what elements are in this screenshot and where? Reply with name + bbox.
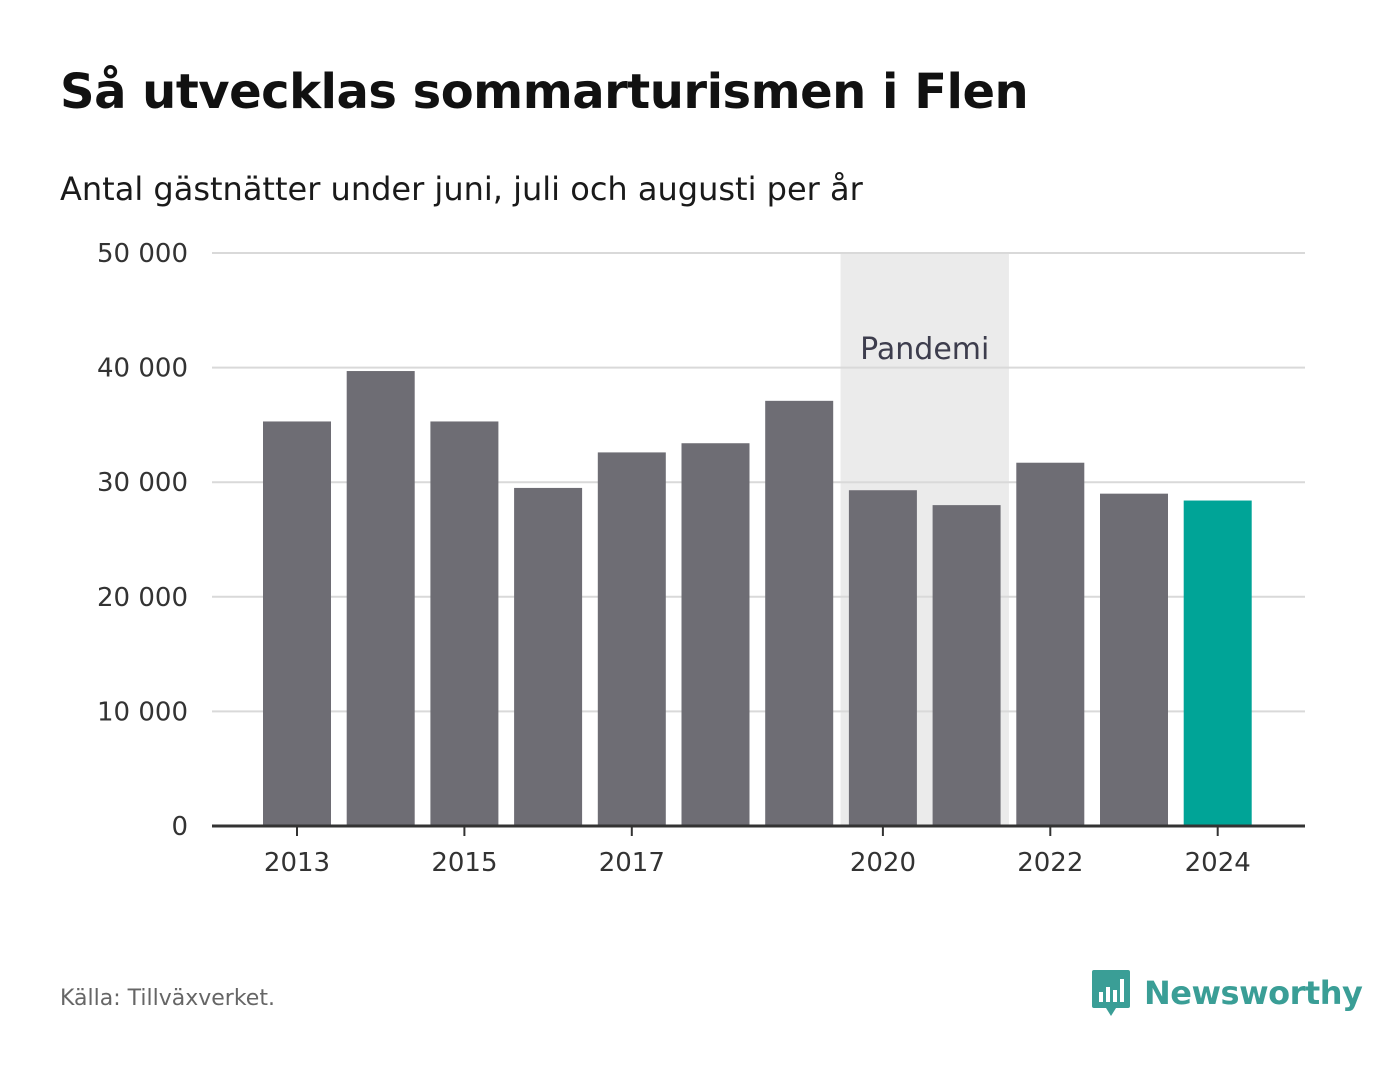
bar-2015 bbox=[430, 421, 499, 826]
bar-2023 bbox=[1100, 493, 1168, 826]
source-note: Källa: Tillväxverket. bbox=[60, 986, 275, 1011]
y-tick-label: 50 000 bbox=[97, 239, 188, 269]
bar-2021 bbox=[932, 505, 1001, 826]
bar-2020 bbox=[848, 490, 917, 826]
x-tick-label: 2017 bbox=[599, 848, 665, 878]
pandemic-label: Pandemi bbox=[860, 332, 989, 367]
bar-2013 bbox=[263, 421, 331, 826]
y-tick-label: 40 000 bbox=[97, 354, 188, 384]
x-tick-label: 2013 bbox=[264, 848, 330, 878]
y-tick-label: 30 000 bbox=[97, 468, 188, 498]
chart-subtitle: Antal gästnätter under juni, juli och au… bbox=[60, 170, 863, 208]
axes bbox=[212, 824, 1305, 836]
x-tick-label: 2015 bbox=[431, 848, 497, 878]
newsworthy-logo-text: Newsworthy bbox=[1144, 974, 1363, 1012]
newsworthy-logo-icon bbox=[1092, 970, 1130, 1016]
y-tick-label: 10 000 bbox=[97, 697, 188, 727]
bar-chart: Pandemi 0 10 000 20 000 30 000 40 000 50 000 20… bbox=[97, 239, 1305, 878]
x-tick-label: 2020 bbox=[850, 848, 916, 878]
x-tick-label: 2022 bbox=[1017, 848, 1083, 878]
bar-2019 bbox=[765, 400, 834, 826]
bar-2017 bbox=[597, 452, 666, 826]
bars bbox=[263, 371, 1252, 826]
bar-2018 bbox=[681, 443, 750, 826]
y-tick-label: 20 000 bbox=[97, 583, 188, 613]
bar-2014 bbox=[346, 371, 415, 826]
y-tick-label: 0 bbox=[171, 812, 188, 842]
newsworthy-logo: Newsworthy bbox=[1090, 968, 1363, 1018]
labels: Pandemi 0 10 000 20 000 30 000 40 000 50 000 20… bbox=[97, 239, 1251, 878]
chart-title: Så utvecklas sommarturismen i Flen bbox=[60, 64, 1029, 120]
bar-2016 bbox=[514, 487, 583, 826]
x-tick-label: 2024 bbox=[1185, 848, 1251, 878]
bar-2022 bbox=[1016, 462, 1085, 826]
bar-2024 bbox=[1183, 500, 1252, 826]
